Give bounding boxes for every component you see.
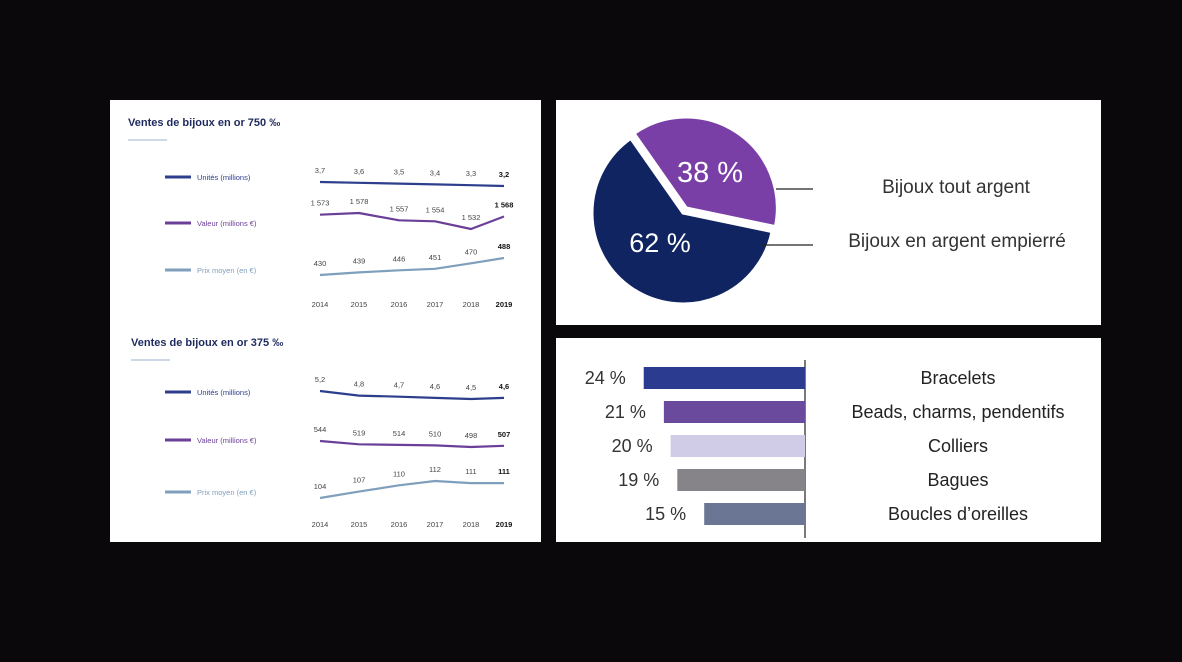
- data-label: 111: [498, 467, 510, 476]
- data-label: 3,2: [499, 170, 509, 179]
- data-label: 1 573: [311, 199, 330, 208]
- bar-value-label: 20 %: [612, 436, 653, 456]
- legend-label: Unités (millions): [197, 173, 251, 182]
- data-label: 4,6: [499, 382, 509, 391]
- bar: [677, 469, 805, 491]
- bar: [704, 503, 805, 525]
- x-tick-label: 2017: [427, 300, 444, 309]
- pie-slice: [632, 115, 779, 229]
- x-tick-label: 2019: [496, 300, 513, 309]
- data-label: 451: [429, 253, 442, 262]
- series-line: [319, 180, 505, 188]
- bar: [670, 435, 805, 457]
- bar-value-label: 21 %: [605, 402, 646, 422]
- data-label: 446: [393, 254, 406, 263]
- x-tick-label: 2015: [351, 300, 368, 309]
- bar-category-label: Colliers: [928, 436, 988, 456]
- x-tick-label: 2017: [427, 520, 444, 529]
- bar-category-label: Bracelets: [920, 368, 995, 388]
- x-tick-label: 2014: [312, 300, 329, 309]
- legend-label: Valeur (millions €): [197, 219, 257, 228]
- bar-category-label: Bagues: [927, 470, 988, 490]
- x-tick-label: 2016: [391, 520, 408, 529]
- legend-label: Unités (millions): [197, 388, 251, 397]
- data-label: 544: [314, 425, 327, 434]
- data-label: 1 557: [390, 204, 409, 213]
- series-line: [319, 479, 504, 500]
- data-label: 111: [465, 467, 476, 476]
- data-label: 104: [314, 482, 327, 491]
- bar-category-label: Beads, charms, pendentifs: [851, 402, 1064, 422]
- bar-value-label: 24 %: [585, 368, 626, 388]
- pie-chart-svg: 38 % 62 % Bijoux tout argent Bijoux en arge…: [590, 115, 1066, 306]
- data-label: 5,2: [315, 375, 325, 384]
- series-line: [319, 389, 505, 401]
- series-line: [319, 439, 505, 449]
- pie-slice: [590, 136, 774, 306]
- data-label: 439: [353, 256, 366, 265]
- data-label: 514: [393, 429, 406, 438]
- data-label: 510: [429, 429, 442, 438]
- data-label: 4,6: [430, 382, 440, 391]
- data-label: 112: [429, 465, 441, 474]
- data-label: 3,4: [430, 168, 440, 177]
- data-label: 519: [353, 428, 366, 437]
- data-label: 507: [498, 430, 511, 439]
- pie-legend-label: Bijoux tout argent: [882, 177, 1031, 198]
- x-tick-label: 2018: [463, 300, 480, 309]
- bar: [643, 367, 805, 389]
- pie-slice-label: 38 %: [677, 157, 743, 189]
- line-charts-panel: Ventes de bijoux en or 750 ‰ Unités (mill…: [110, 100, 541, 542]
- bar-value-label: 19 %: [618, 470, 659, 490]
- chart-title: Ventes de bijoux en or 750 ‰: [128, 117, 280, 129]
- data-label: 1 532: [462, 213, 481, 222]
- bar: [663, 401, 805, 423]
- data-label: 107: [353, 476, 366, 485]
- x-tick-label: 2016: [391, 300, 408, 309]
- legend-label: Prix moyen (en €): [197, 266, 257, 275]
- bar-chart-svg: 24 % Bracelets 21 % Beads, charms, pendenti…: [585, 360, 1065, 538]
- chart-title: Ventes de bijoux en or 375 ‰: [131, 337, 283, 349]
- data-label: 470: [465, 247, 478, 256]
- pie-slice-label: 62 %: [629, 228, 691, 258]
- bar-category-label: Boucles d’oreilles: [888, 504, 1028, 524]
- data-label: 498: [465, 431, 478, 440]
- data-label: 3,5: [394, 168, 404, 177]
- data-label: 4,7: [394, 381, 404, 390]
- line-charts-svg: Ventes de bijoux en or 750 ‰ Unités (mill…: [128, 117, 514, 529]
- data-label: 3,7: [315, 166, 325, 175]
- data-label: 3,3: [466, 169, 476, 178]
- data-label: 1 568: [495, 200, 514, 209]
- x-tick-label: 2014: [312, 520, 329, 529]
- data-label: 1 578: [350, 197, 369, 206]
- data-label: 110: [393, 469, 405, 478]
- bar-value-label: 15 %: [645, 504, 686, 524]
- bar-chart-panel: 24 % Bracelets 21 % Beads, charms, pendenti…: [556, 338, 1101, 542]
- x-tick-label: 2019: [496, 520, 513, 529]
- data-label: 1 554: [426, 205, 445, 214]
- data-label: 3,6: [354, 167, 364, 176]
- series-line: [319, 211, 505, 231]
- legend-label: Valeur (millions €): [197, 436, 257, 445]
- data-label: 4,5: [466, 383, 476, 392]
- x-tick-label: 2015: [351, 520, 368, 529]
- data-label: 430: [314, 259, 327, 268]
- pie-legend-label: Bijoux en argent empierré: [848, 231, 1066, 252]
- data-label: 488: [498, 242, 511, 251]
- data-label: 4,8: [354, 380, 364, 389]
- x-tick-label: 2018: [463, 520, 480, 529]
- legend-label: Prix moyen (en €): [197, 488, 257, 497]
- series-line: [319, 256, 505, 277]
- pie-chart-panel: 38 % 62 % Bijoux tout argent Bijoux en arge…: [556, 100, 1101, 325]
